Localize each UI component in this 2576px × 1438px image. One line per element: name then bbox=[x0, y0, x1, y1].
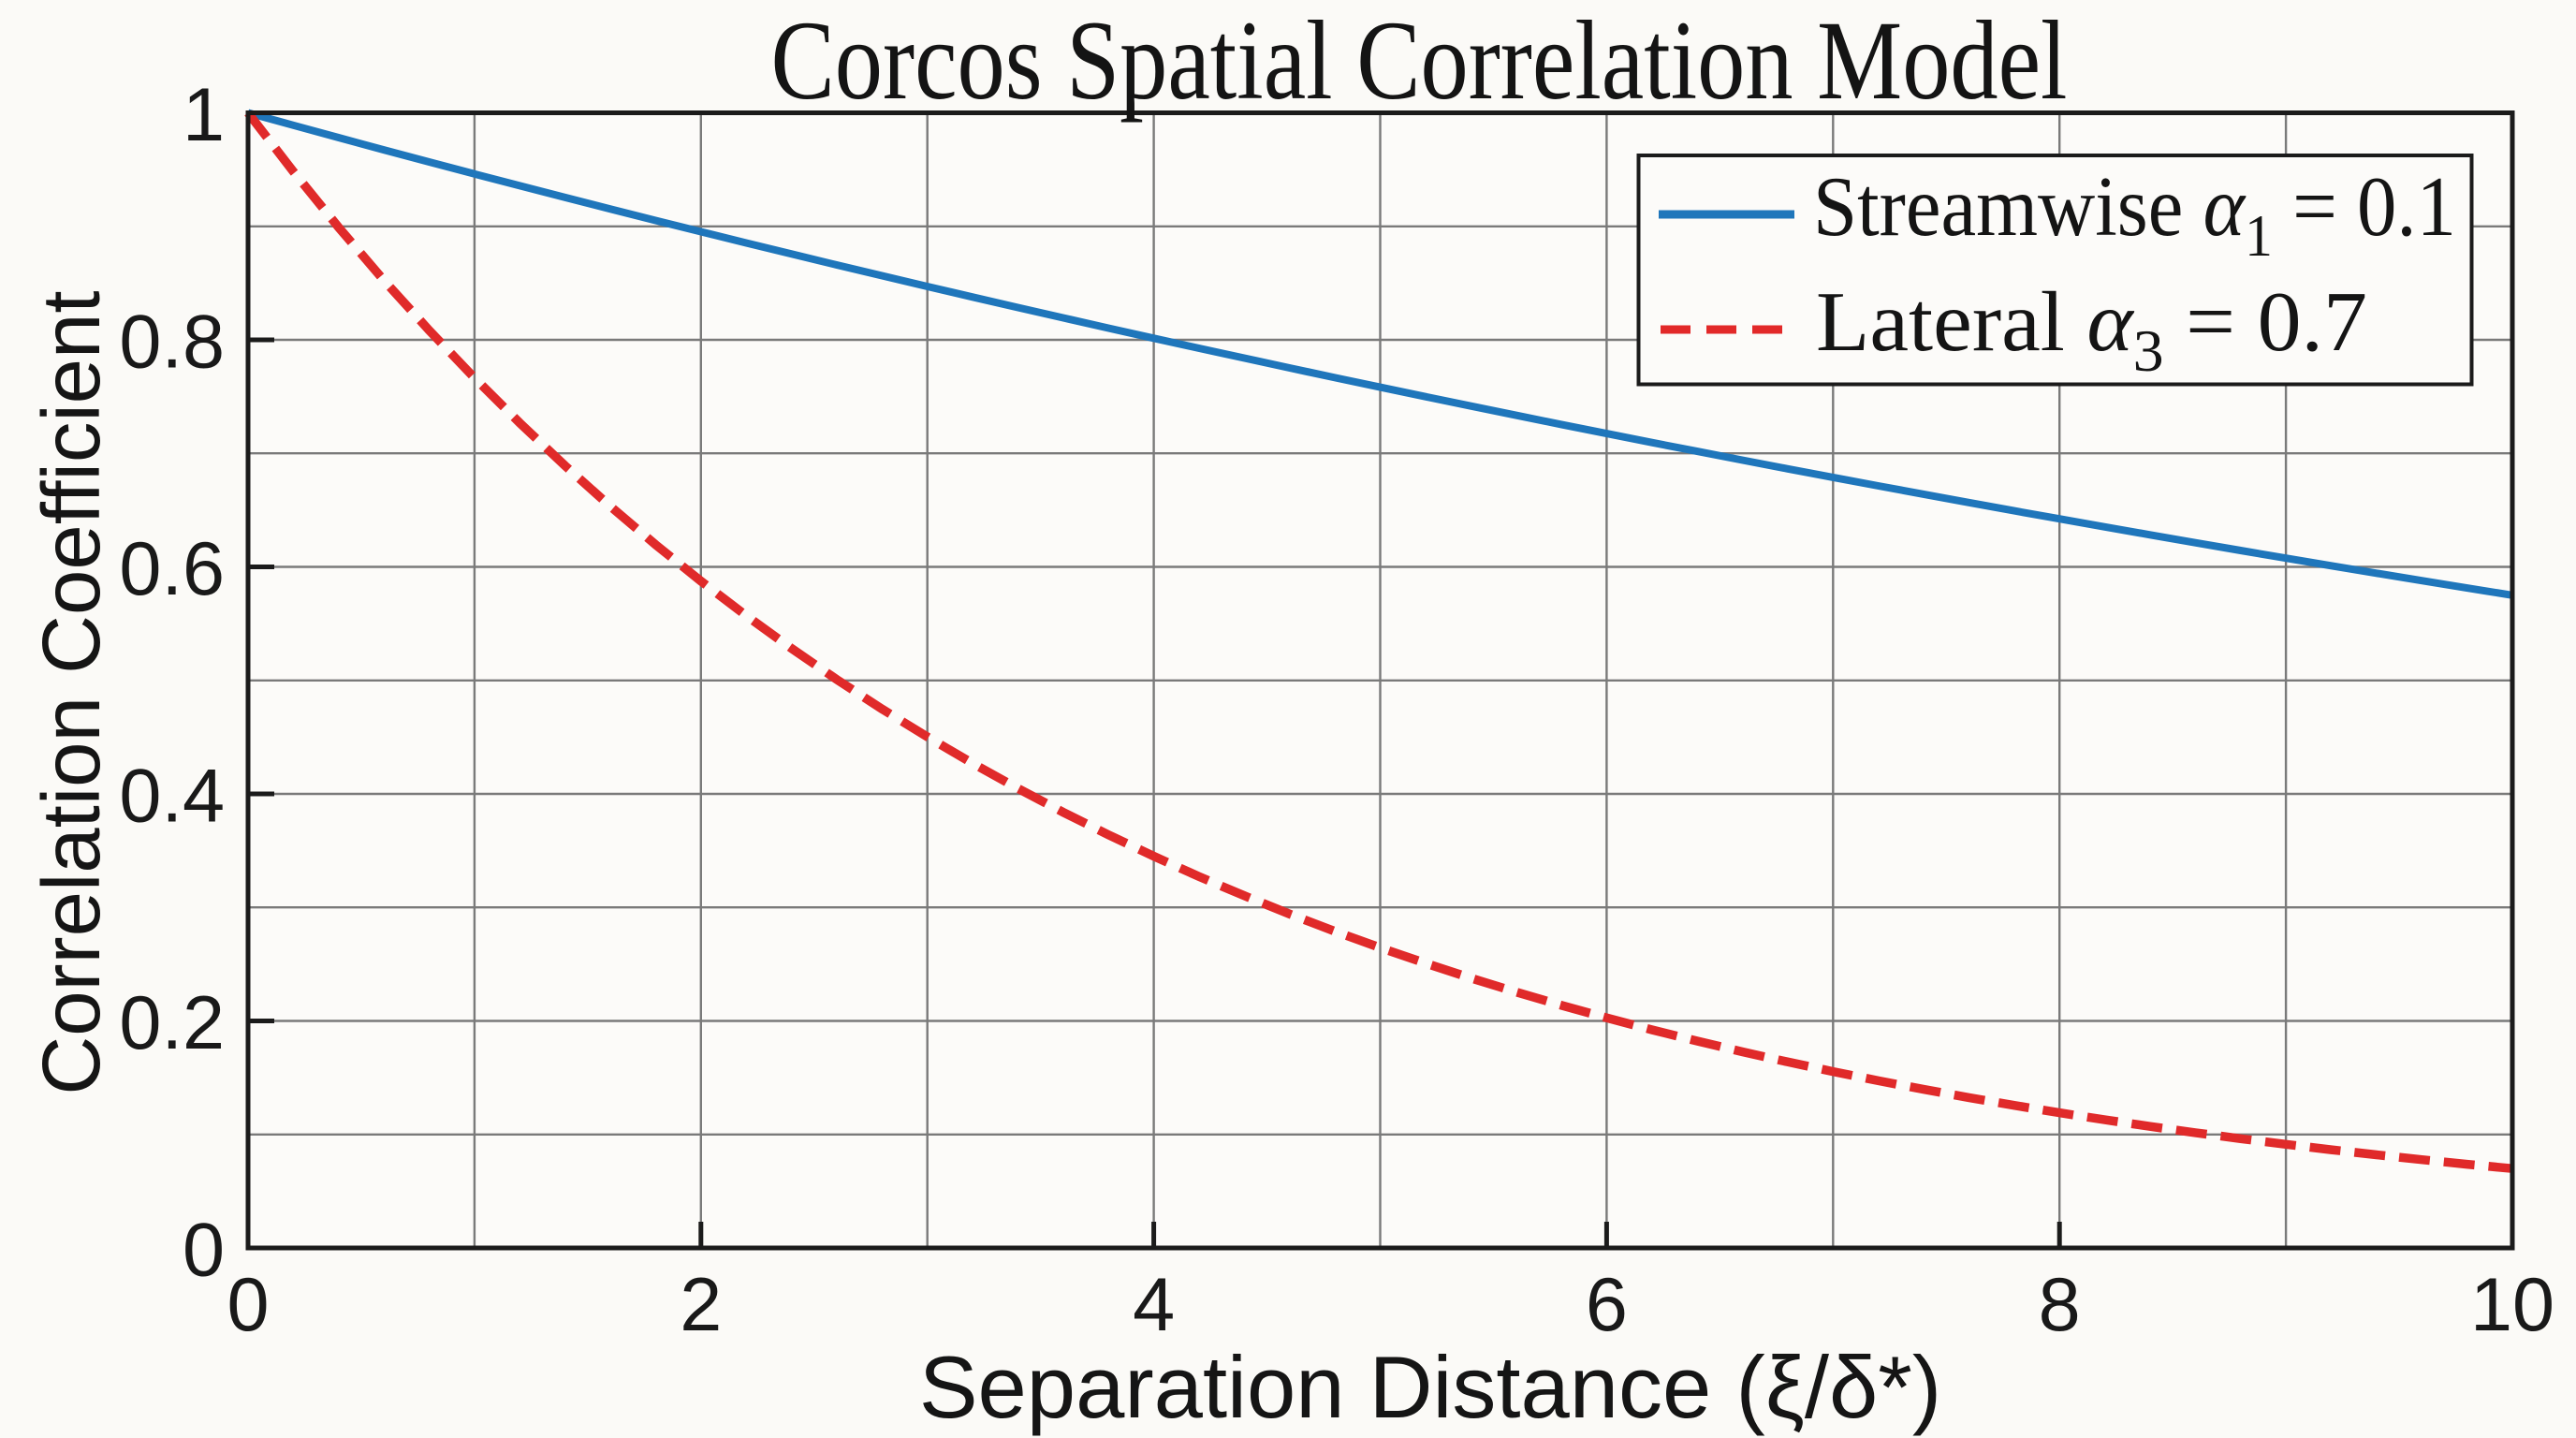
svg-text:0.4: 0.4 bbox=[119, 755, 225, 839]
svg-text:2: 2 bbox=[680, 1263, 722, 1347]
svg-text:0.2: 0.2 bbox=[119, 981, 225, 1065]
svg-text:8: 8 bbox=[2039, 1263, 2081, 1347]
svg-text:Lateral α3 = 0.7: Lateral α3 = 0.7 bbox=[1816, 274, 2367, 384]
svg-text:10: 10 bbox=[2470, 1263, 2554, 1347]
svg-text:0: 0 bbox=[227, 1263, 269, 1347]
svg-text:Streamwise α1 = 0.1: Streamwise α1 = 0.1 bbox=[1813, 159, 2456, 269]
svg-text:4: 4 bbox=[1133, 1263, 1175, 1347]
svg-text:0: 0 bbox=[183, 1209, 225, 1293]
svg-text:Corcos Spatial Correlation Mod: Corcos Spatial Correlation Model bbox=[771, 0, 2068, 124]
svg-text:0.6: 0.6 bbox=[119, 527, 225, 611]
svg-text:0.8: 0.8 bbox=[119, 301, 225, 385]
svg-text:Correlation Coefficient: Correlation Coefficient bbox=[26, 290, 117, 1094]
svg-text:Separation Distance (ξ/δ*): Separation Distance (ξ/δ*) bbox=[919, 1338, 1941, 1436]
svg-text:6: 6 bbox=[1586, 1263, 1628, 1347]
svg-text:1: 1 bbox=[183, 73, 225, 157]
